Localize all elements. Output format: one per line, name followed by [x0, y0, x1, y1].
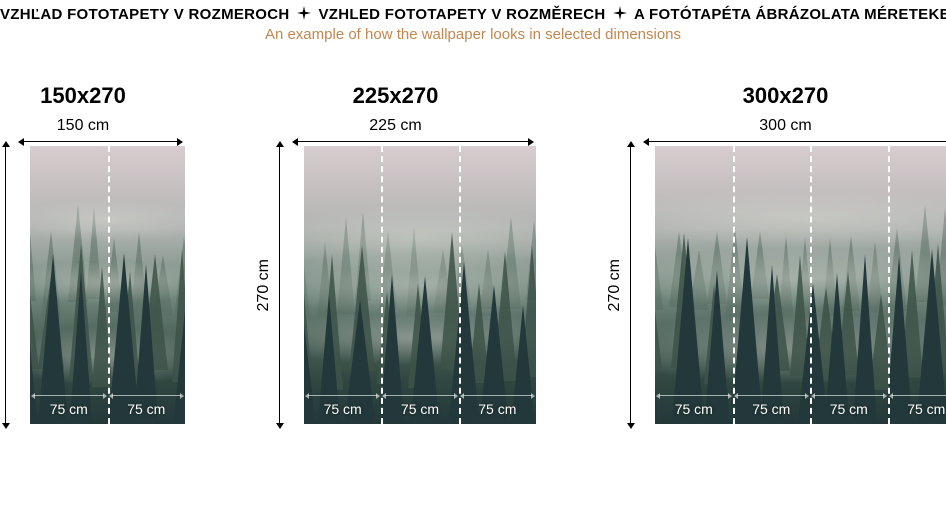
- panel-width-label: 75 cm: [459, 401, 536, 417]
- panel-labels-row: 75 cm75 cm: [30, 394, 185, 424]
- header-subtitle: An example of how the wallpaper looks in…: [0, 26, 946, 43]
- preview-body: 270 cm75 cm75 cm: [0, 146, 185, 424]
- preview-item: 150x270150 cm270 cm75 cm75 cm: [0, 83, 185, 424]
- height-dimension: 270 cm: [0, 146, 24, 424]
- panel-width-label: 75 cm: [655, 401, 733, 417]
- preview-item: 300x270300 cm270 cm75 cm75 cm75 cm75 cm: [606, 83, 946, 424]
- preview-body: 270 cm75 cm75 cm75 cm75 cm: [606, 146, 946, 424]
- wallpaper-preview: 75 cm75 cm: [30, 146, 185, 424]
- size-title: 150x270: [40, 83, 126, 109]
- preview-body: 270 cm75 cm75 cm75 cm: [255, 146, 536, 424]
- panel-labels-row: 75 cm75 cm75 cm: [304, 394, 536, 424]
- sparkle-icon: [613, 6, 627, 24]
- wallpaper-preview: 75 cm75 cm75 cm: [304, 146, 536, 424]
- header-sk: VZHĽAD FOTOTAPETY V ROZMEROCH: [0, 6, 290, 23]
- panel-divider: [888, 146, 890, 424]
- panel-width-label: 75 cm: [888, 401, 946, 417]
- preview-item: 225x270225 cm270 cm75 cm75 cm75 cm: [255, 83, 536, 424]
- panel-width-label: 75 cm: [30, 401, 108, 417]
- height-dimension-arrow: [630, 146, 631, 424]
- wallpaper-preview: 75 cm75 cm75 cm75 cm: [655, 146, 946, 424]
- panel-divider: [381, 146, 383, 424]
- width-label: 225 cm: [369, 117, 421, 135]
- height-dimension-arrow: [279, 146, 280, 424]
- panel-width-label: 75 cm: [733, 401, 811, 417]
- height-label: 270 cm: [255, 259, 273, 311]
- header: VZHĽAD FOTOTAPETY V ROZMEROCH VZHLED FOT…: [0, 0, 946, 43]
- panel-divider: [108, 146, 110, 424]
- height-dimension: 270 cm: [255, 146, 298, 424]
- width-label: 150 cm: [57, 117, 109, 135]
- width-dimension-arrow: [297, 141, 529, 142]
- panel-labels-row: 75 cm75 cm75 cm75 cm: [655, 394, 946, 424]
- header-cz: VZHLED FOTOTAPETY V ROZMĚRECH: [318, 6, 605, 23]
- panel-width-label: 75 cm: [108, 401, 186, 417]
- panel-width-label: 75 cm: [304, 401, 381, 417]
- panel-divider: [733, 146, 735, 424]
- size-title: 300x270: [743, 83, 829, 109]
- sparkle-icon: [297, 6, 311, 24]
- panel-divider: [459, 146, 461, 424]
- panel-width-label: 75 cm: [810, 401, 888, 417]
- header-multilang: VZHĽAD FOTOTAPETY V ROZMEROCH VZHLED FOT…: [0, 6, 946, 24]
- height-dimension: 270 cm: [606, 146, 649, 424]
- panel-width-label: 75 cm: [381, 401, 458, 417]
- height-dimension-arrow: [5, 146, 6, 424]
- panel-divider: [810, 146, 812, 424]
- width-dimension-arrow: [23, 141, 178, 142]
- header-hu: A FOTÓTAPÉTA ÁBRÁZOLATA MÉRETEKBEN: [634, 6, 946, 23]
- width-dimension-arrow: [648, 141, 946, 142]
- height-label: 270 cm: [606, 259, 624, 311]
- preview-row: 150x270150 cm270 cm75 cm75 cm225x270225 …: [0, 83, 946, 424]
- width-label: 300 cm: [759, 117, 811, 135]
- size-title: 225x270: [353, 83, 439, 109]
